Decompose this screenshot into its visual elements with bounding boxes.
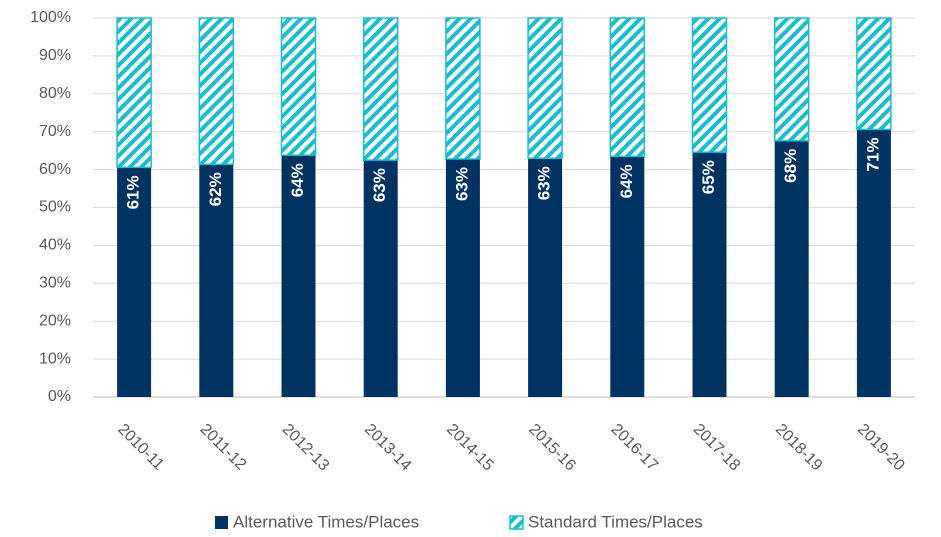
- bar-segment: [610, 156, 645, 397]
- value-label: 68%: [781, 149, 800, 183]
- bar-segment: [198, 17, 235, 166]
- bar-segment: [527, 17, 563, 159]
- legend-label: Standard Times/Places: [528, 512, 703, 531]
- bar-segment: [692, 152, 727, 397]
- y-tick-label: 50%: [39, 199, 71, 216]
- bar-segment: [281, 155, 316, 397]
- x-tick-label: 2018-19: [772, 421, 826, 475]
- y-tick-label: 100%: [30, 9, 71, 26]
- value-label: 71%: [863, 137, 882, 171]
- value-label: 64%: [617, 164, 636, 198]
- bar-segment: [280, 17, 317, 156]
- bar-segment: [117, 167, 152, 397]
- x-tick-label: 2019-20: [854, 421, 908, 475]
- bar-segment: [362, 17, 399, 161]
- y-tick-label: 60%: [39, 161, 71, 178]
- value-label: 63%: [452, 167, 471, 201]
- bar-segment: [856, 17, 892, 131]
- x-tick-label: 2012-13: [279, 421, 333, 475]
- bar-segment: [856, 129, 891, 397]
- y-tick-label: 20%: [39, 312, 71, 329]
- value-label: 62%: [206, 172, 225, 206]
- x-tick-label: 2013-14: [361, 421, 415, 475]
- x-tick-label: 2016-17: [607, 421, 661, 475]
- x-tick-label: 2017-18: [690, 421, 744, 475]
- bar-segment: [691, 17, 728, 153]
- bar-segment: [116, 17, 152, 169]
- bar-segment: [528, 158, 563, 397]
- bar-segment: [199, 164, 234, 397]
- x-tick-label: 2014-15: [443, 421, 497, 475]
- y-tick-label: 40%: [39, 237, 71, 254]
- value-label: 61%: [124, 175, 143, 209]
- legend-swatch: [215, 516, 228, 529]
- y-tick-label: 30%: [39, 275, 71, 292]
- value-label: 63%: [370, 168, 389, 202]
- x-tick-label: 2015-16: [525, 421, 579, 475]
- value-label: 64%: [288, 163, 307, 197]
- y-tick-label: 80%: [39, 85, 71, 102]
- y-tick-label: 10%: [39, 350, 71, 367]
- bar-segment: [445, 17, 481, 160]
- x-tick-label: 2010-11: [114, 421, 167, 474]
- bar-segment: [445, 158, 480, 397]
- x-tick-label: 2011-12: [196, 421, 249, 474]
- value-label: 63%: [535, 166, 554, 200]
- bar-segment: [363, 160, 398, 397]
- y-tick-label: 70%: [39, 123, 71, 140]
- legend-label: Alternative Times/Places: [233, 512, 419, 531]
- bar-segment: [773, 17, 810, 142]
- legend-swatch: [509, 515, 524, 530]
- y-tick-label: 90%: [39, 47, 71, 64]
- bar-segment: [774, 140, 809, 397]
- y-tick-label: 0%: [48, 388, 71, 405]
- bar-segment: [609, 17, 646, 158]
- value-label: 65%: [699, 160, 718, 194]
